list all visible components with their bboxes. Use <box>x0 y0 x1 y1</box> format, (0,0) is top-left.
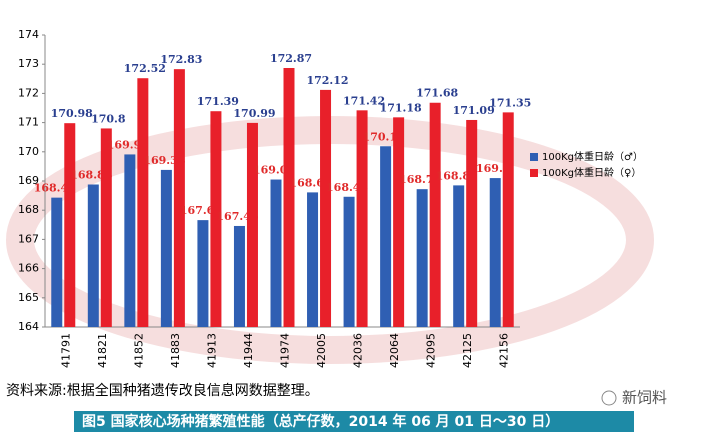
bar <box>453 185 465 327</box>
value-label: 171.68 <box>416 87 458 100</box>
value-label: 171.09 <box>453 104 495 117</box>
x-tick-label: 41974 <box>279 333 292 368</box>
y-tick-label: 174 <box>18 28 39 41</box>
legend-swatch <box>530 169 538 177</box>
x-tick-label: 42064 <box>388 333 401 368</box>
bar <box>380 146 392 327</box>
x-tick-label: 42005 <box>315 333 328 368</box>
y-tick-label: 164 <box>18 320 39 333</box>
value-label: 169.1 <box>476 162 510 175</box>
bar <box>502 112 514 327</box>
bar <box>429 102 441 327</box>
x-tick-label: 42125 <box>461 333 474 368</box>
x-tick-label: 42095 <box>425 333 438 368</box>
bar <box>197 220 209 327</box>
bar <box>64 123 76 328</box>
x-tick-label: 42156 <box>498 333 511 368</box>
value-label: 171.39 <box>197 95 239 108</box>
value-label: 171.18 <box>380 101 422 114</box>
brand: 新饲料 <box>622 389 667 407</box>
bar <box>87 184 99 327</box>
legend-label: 100Kg体重日龄（♂） <box>542 150 643 163</box>
value-label: 170.8 <box>91 112 126 125</box>
x-tick-label: 42036 <box>352 333 365 368</box>
bar <box>270 179 282 327</box>
source-note: 资料来源:根据全国种猪遗传改良信息网数据整理。 <box>6 382 319 399</box>
y-tick-label: 173 <box>18 57 39 70</box>
value-label: 172.12 <box>306 74 348 87</box>
bar <box>320 89 332 327</box>
x-tick-label: 41883 <box>169 333 182 368</box>
bar <box>283 67 295 327</box>
y-tick-label: 171 <box>18 116 39 129</box>
brand-icon <box>601 390 617 406</box>
bar <box>246 122 258 327</box>
y-tick-label: 167 <box>18 232 39 245</box>
x-tick-label: 41821 <box>96 333 109 368</box>
legend-label: 100Kg体重日龄（♀） <box>542 166 641 179</box>
bar <box>160 169 172 327</box>
x-tick-label: 41791 <box>59 333 72 368</box>
value-label: 172.87 <box>270 52 312 65</box>
bar <box>356 110 368 327</box>
value-label: 170.98 <box>51 107 93 120</box>
bar <box>173 69 185 327</box>
x-tick-label: 41913 <box>205 333 218 368</box>
bar <box>466 119 478 327</box>
x-tick-label: 41944 <box>242 333 255 368</box>
y-tick-label: 169 <box>18 174 39 187</box>
caption: 图5 国家核心场种猪繁殖性能（总产仔数，2014 年 06 月 01 日～30 … <box>82 413 559 430</box>
value-label: 172.83 <box>160 53 202 66</box>
y-tick-label: 165 <box>18 291 39 304</box>
bar <box>233 225 245 327</box>
bar <box>416 189 428 327</box>
value-label: 171.42 <box>343 94 385 107</box>
bar <box>343 196 355 327</box>
value-label: 170.99 <box>233 107 275 120</box>
caption-bar <box>74 411 634 432</box>
bar <box>137 78 149 327</box>
y-tick-label: 172 <box>18 86 39 99</box>
x-tick-label: 41852 <box>132 333 145 368</box>
value-label: 172.52 <box>124 62 166 75</box>
bar <box>51 197 63 327</box>
y-tick-label: 168 <box>18 203 39 216</box>
bar <box>307 192 319 327</box>
value-label: 171.35 <box>489 96 531 109</box>
y-tick-label: 170 <box>18 145 39 158</box>
bar <box>124 154 136 327</box>
bar <box>100 128 112 327</box>
bar <box>393 117 405 328</box>
bar <box>210 111 222 327</box>
legend-swatch <box>530 153 538 161</box>
y-tick-label: 166 <box>18 262 39 275</box>
bar <box>489 178 501 327</box>
